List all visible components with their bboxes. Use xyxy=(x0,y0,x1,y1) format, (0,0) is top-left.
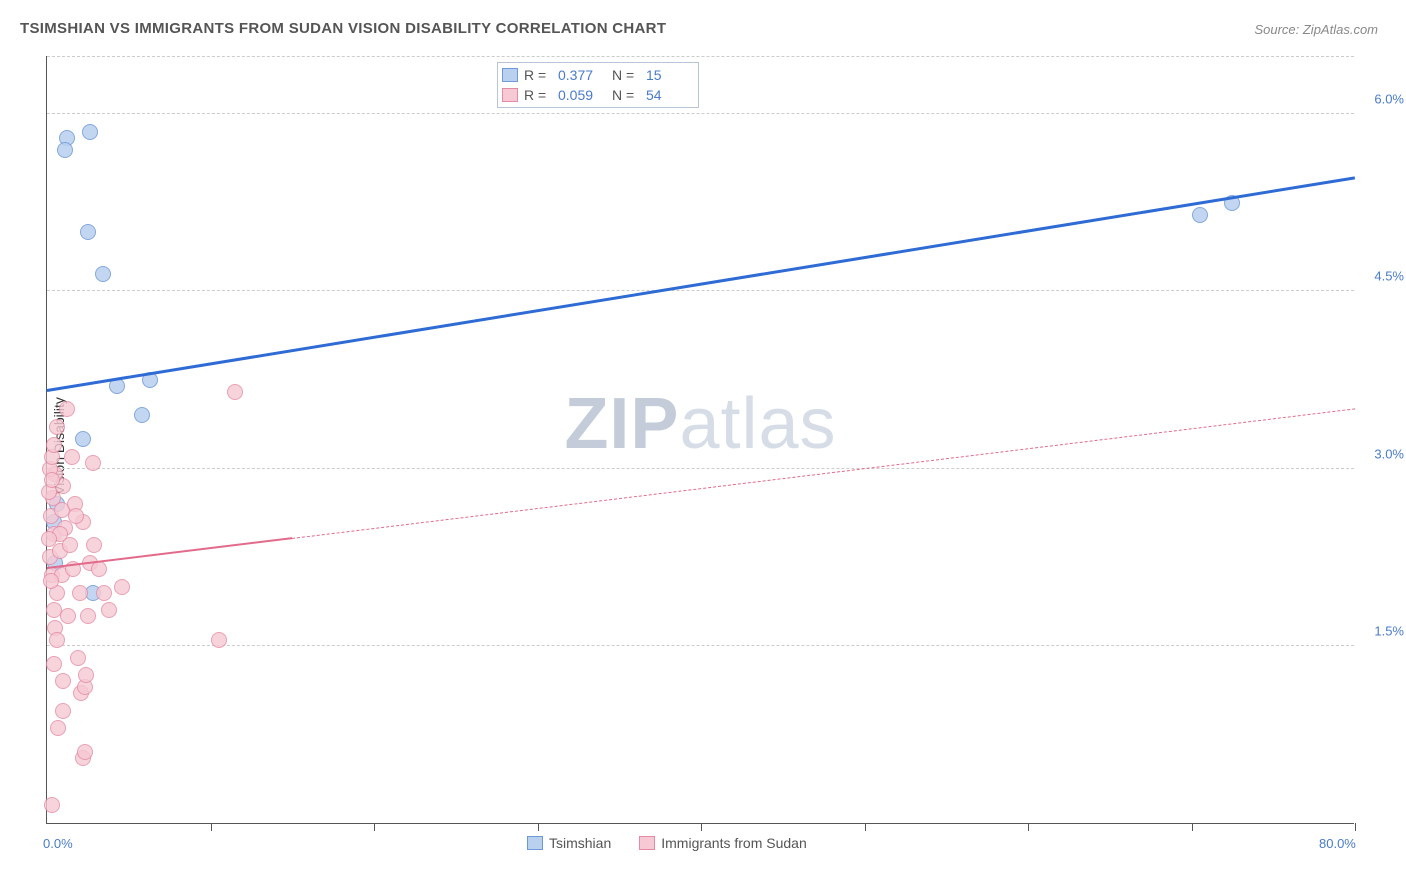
data-point xyxy=(1192,207,1208,223)
watermark-rest: atlas xyxy=(679,384,836,464)
stats-legend-row: R = 0.059 N = 54 xyxy=(502,85,694,105)
gridline-h xyxy=(47,56,1354,57)
data-point xyxy=(134,407,150,423)
data-point xyxy=(80,608,96,624)
legend-item: Tsimshian xyxy=(527,835,611,851)
xtick xyxy=(538,823,539,831)
xlim-label: 0.0% xyxy=(43,836,73,851)
data-point xyxy=(80,224,96,240)
data-point xyxy=(211,632,227,648)
r-label: R = xyxy=(524,87,552,103)
data-point xyxy=(82,124,98,140)
data-point xyxy=(114,579,130,595)
data-point xyxy=(72,585,88,601)
data-point xyxy=(44,472,60,488)
data-point xyxy=(49,419,65,435)
data-point xyxy=(95,266,111,282)
legend-item: Immigrants from Sudan xyxy=(639,835,807,851)
ytick-label: 3.0% xyxy=(1360,446,1404,461)
r-label: R = xyxy=(524,67,552,83)
xtick xyxy=(1355,823,1356,831)
data-point xyxy=(85,455,101,471)
data-point xyxy=(41,531,57,547)
n-label: N = xyxy=(612,67,640,83)
data-point xyxy=(64,449,80,465)
chart-title: TSIMSHIAN VS IMMIGRANTS FROM SUDAN VISIO… xyxy=(20,20,666,37)
data-point xyxy=(46,656,62,672)
data-point xyxy=(44,797,60,813)
n-label: N = xyxy=(612,87,640,103)
ytick-label: 6.0% xyxy=(1360,92,1404,107)
trend-line xyxy=(47,537,292,569)
legend-swatch xyxy=(639,836,655,850)
data-point xyxy=(68,508,84,524)
legend-label: Immigrants from Sudan xyxy=(661,835,807,851)
gridline-h xyxy=(47,468,1354,469)
data-point xyxy=(55,703,71,719)
data-point xyxy=(60,608,76,624)
xtick xyxy=(865,823,866,831)
watermark-bold: ZIP xyxy=(564,384,679,464)
xtick xyxy=(701,823,702,831)
data-point xyxy=(75,431,91,447)
data-point xyxy=(227,384,243,400)
xtick xyxy=(211,823,212,831)
legend-swatch xyxy=(527,836,543,850)
ytick-label: 1.5% xyxy=(1360,623,1404,638)
data-point xyxy=(70,650,86,666)
legend-swatch xyxy=(502,68,518,82)
r-value: 0.059 xyxy=(558,87,606,103)
series-legend: Tsimshian Immigrants from Sudan xyxy=(527,835,807,851)
data-point xyxy=(46,602,62,618)
source-attribution: Source: ZipAtlas.com xyxy=(1254,22,1378,37)
data-point xyxy=(86,537,102,553)
plot-area: ZIPatlas 1.5%3.0%4.5%6.0%0.0%80.0%R =0.3… xyxy=(46,56,1354,824)
legend-label: Tsimshian xyxy=(549,835,611,851)
gridline-h xyxy=(47,645,1354,646)
r-value: 0.377 xyxy=(558,67,606,83)
data-point xyxy=(96,585,112,601)
data-point xyxy=(78,667,94,683)
n-value: 15 xyxy=(646,67,694,83)
stats-legend-row: R = 0.377 N = 15 xyxy=(502,65,694,85)
n-value: 54 xyxy=(646,87,694,103)
data-point xyxy=(91,561,107,577)
data-point xyxy=(101,602,117,618)
data-point xyxy=(55,673,71,689)
gridline-h xyxy=(47,113,1354,114)
trend-line xyxy=(47,176,1355,392)
stats-legend: R = 0.377 N = 15 R = 0.059 N = 54 xyxy=(497,62,699,108)
data-point xyxy=(57,142,73,158)
ytick-label: 4.5% xyxy=(1360,269,1404,284)
data-point xyxy=(49,632,65,648)
data-point xyxy=(59,401,75,417)
xlim-label: 80.0% xyxy=(1319,836,1356,851)
watermark: ZIPatlas xyxy=(564,383,836,465)
data-point xyxy=(43,573,59,589)
gridline-h xyxy=(47,290,1354,291)
xtick xyxy=(1192,823,1193,831)
legend-swatch xyxy=(502,88,518,102)
trend-line xyxy=(292,408,1355,539)
data-point xyxy=(77,744,93,760)
data-point xyxy=(46,437,62,453)
xtick xyxy=(374,823,375,831)
data-point xyxy=(50,720,66,736)
xtick xyxy=(1028,823,1029,831)
